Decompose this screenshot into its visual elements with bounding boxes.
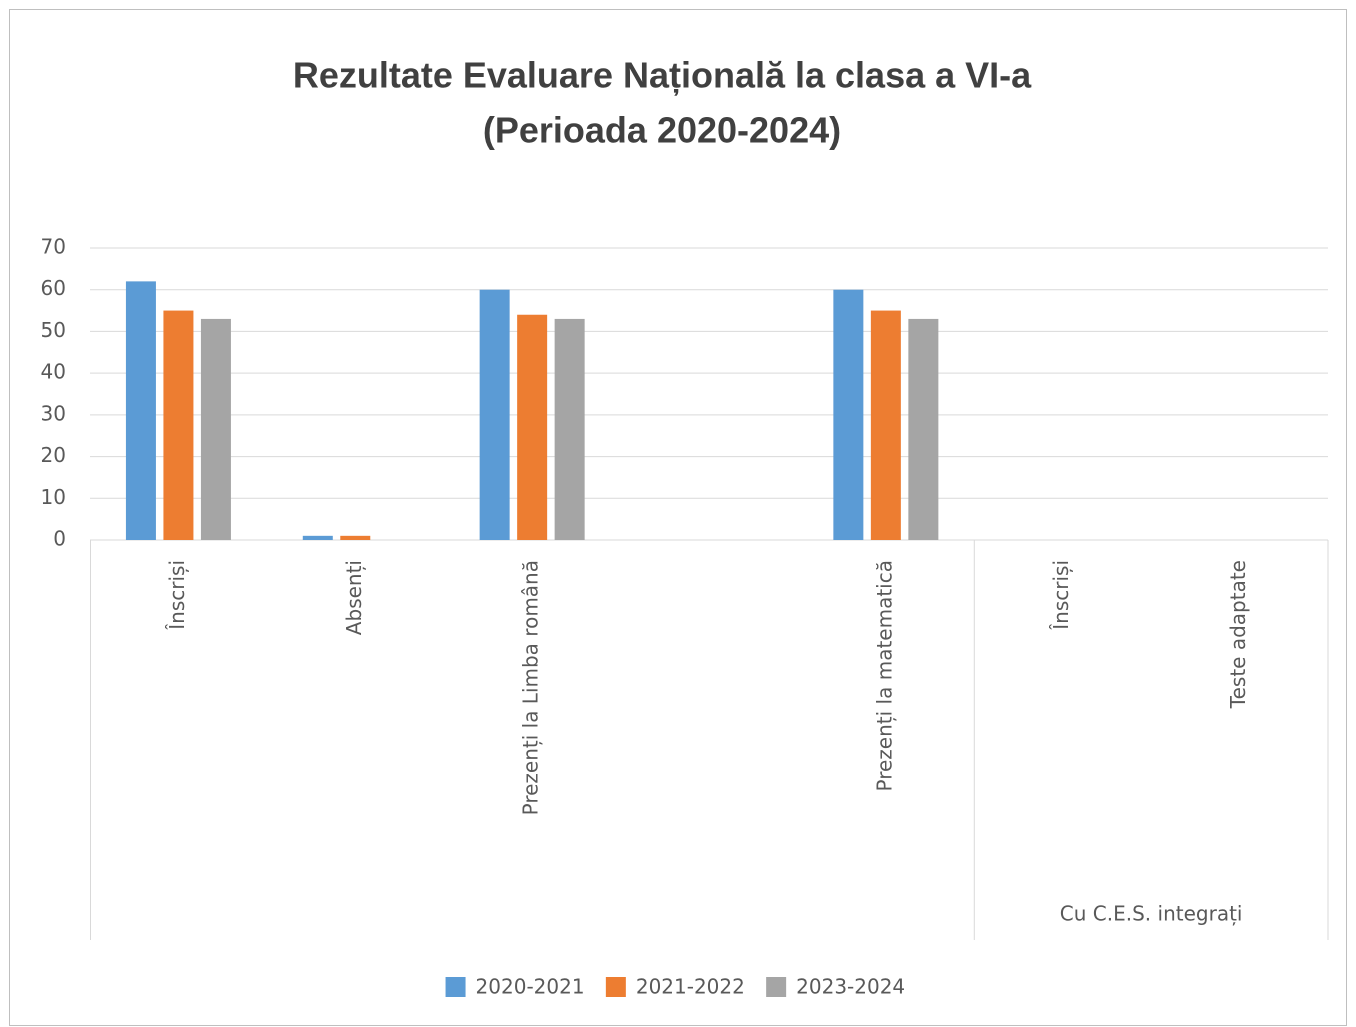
y-tick-label: 60 [41,276,66,300]
bar [340,535,371,540]
x-tick-label: Prezenți la matematică [872,560,896,791]
bar [554,318,585,540]
y-tick-label: 10 [41,485,66,509]
bar [163,310,194,540]
y-tick-label: 70 [41,235,66,259]
y-tick-label: 20 [41,443,66,467]
legend-label: 2023-2024 [796,975,905,999]
x-tick-label: Înscriși [165,560,189,631]
x-tick-label: Prezenți la Limba română [519,560,543,815]
bar [302,535,333,540]
legend-swatch [445,977,466,997]
bar [517,314,548,540]
category-group-label: Cu C.E.S. integrați [1060,902,1243,926]
bar [908,318,939,540]
chart-border [9,9,1347,1026]
y-tick-label: 50 [41,318,66,342]
x-tick-label: Absenți [342,560,366,635]
y-tick-label: 40 [41,360,66,384]
y-tick-label: 0 [53,527,66,551]
bar [200,318,231,540]
legend-label: 2020-2021 [476,975,585,999]
bar [479,289,510,540]
x-tick-label: Înscriși [1049,560,1073,631]
legend-label: 2021-2022 [636,975,745,999]
x-tick-label: Teste adaptate [1226,560,1250,709]
legend-swatch [605,977,626,997]
chart-title: (Perioada 2020-2024) [483,110,841,151]
chart-title: Rezultate Evaluare Națională la clasa a … [293,55,1032,97]
bar [870,310,901,540]
y-tick-label: 30 [41,401,66,425]
bar [833,289,864,540]
legend-swatch [766,977,787,997]
bar [125,281,156,540]
